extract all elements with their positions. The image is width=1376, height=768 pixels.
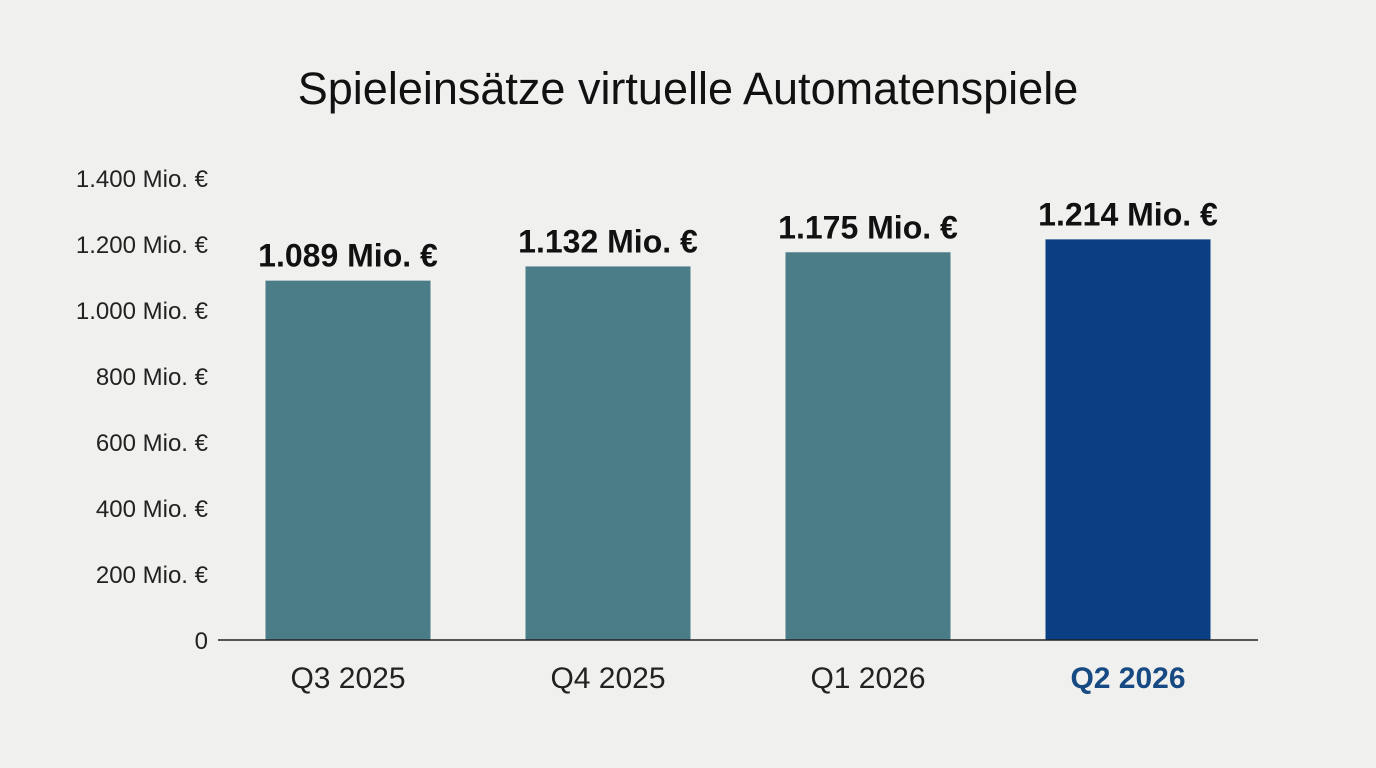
- x-axis: Q3 2025 Q4 2025 Q1 2026 Q2 2026: [218, 639, 1258, 695]
- x-tick-label: Q2 2026: [1070, 662, 1185, 695]
- data-label: 1.214 Mio. €: [1038, 196, 1218, 232]
- bar-q4-2025: [525, 266, 691, 640]
- data-label: 1.089 Mio. €: [258, 238, 438, 274]
- data-labels-group: 1.089 Mio. € 1.132 Mio. € 1.175 Mio. € 1.21…: [258, 196, 1218, 273]
- y-tick-label: 1.400 Mio. €: [76, 166, 209, 193]
- y-tick-label: 1.200 Mio. €: [76, 232, 209, 259]
- bar-q2-2026: [1045, 239, 1211, 640]
- y-tick-label: 600 Mio. €: [96, 430, 209, 457]
- y-tick-label: 0: [195, 628, 208, 655]
- x-tick-label: Q1 2026: [810, 662, 925, 695]
- y-tick-label: 200 Mio. €: [96, 562, 209, 589]
- data-label: 1.132 Mio. €: [518, 223, 698, 259]
- x-tick-label: Q3 2025: [290, 662, 405, 695]
- data-label: 1.175 Mio. €: [778, 209, 958, 245]
- chart-title: Spieleinsätze virtuelle Automatenspiele: [298, 63, 1078, 114]
- y-tick-label: 400 Mio. €: [96, 496, 209, 523]
- bar-q3-2025: [265, 280, 431, 640]
- y-tick-label: 1.000 Mio. €: [76, 298, 209, 325]
- y-tick-label: 800 Mio. €: [96, 364, 209, 391]
- y-axis: 0 200 Mio. € 400 Mio. € 600 Mio. € 800 Mio. …: [76, 166, 209, 655]
- x-tick-label: Q4 2025: [550, 662, 665, 695]
- bar-q1-2026: [785, 252, 951, 640]
- bars-group: [265, 239, 1211, 640]
